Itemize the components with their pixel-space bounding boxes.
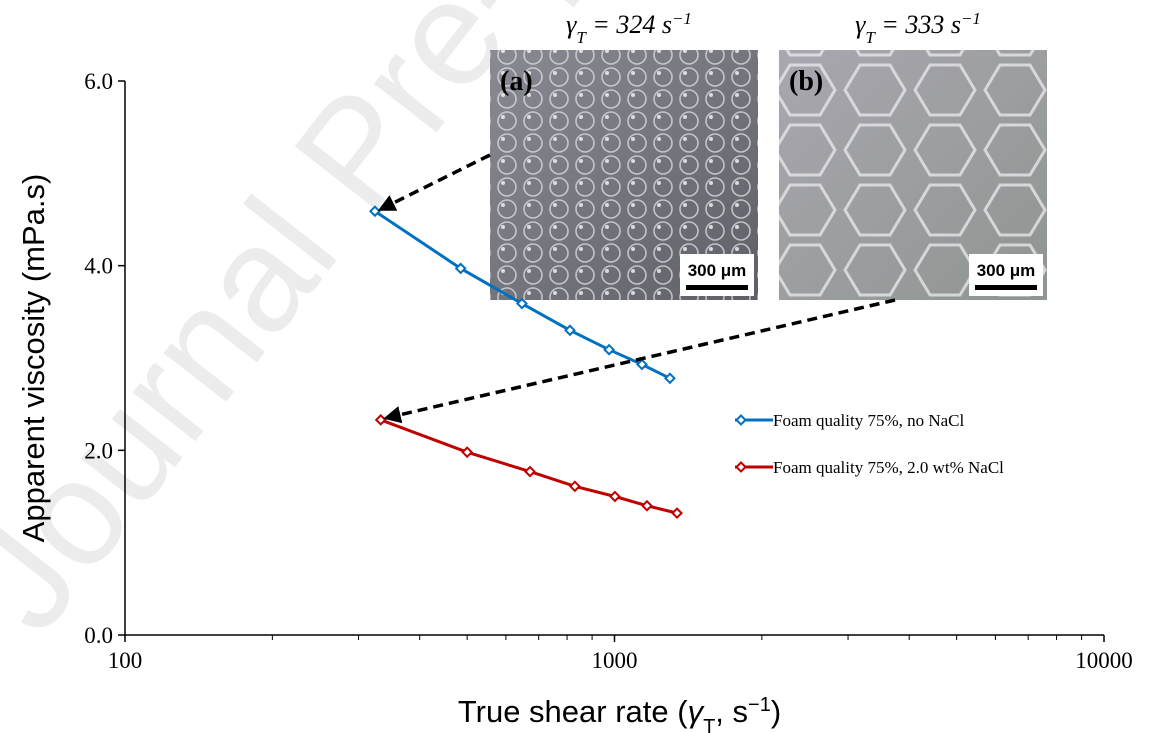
- x-axis-title-part: ): [771, 694, 781, 729]
- inset-title: γT = 333 s−1: [855, 9, 981, 47]
- legend-marker: [737, 463, 746, 472]
- data-point: [642, 501, 651, 510]
- data-point: [463, 448, 472, 457]
- y-tick-label: 6.0: [84, 69, 113, 94]
- x-axis-title-part: γ: [688, 694, 705, 729]
- x-axis-title-part: , s: [715, 694, 748, 729]
- inset-label: (b): [789, 66, 823, 97]
- x-axis-title-part: T: [703, 716, 715, 733]
- arrow: [387, 300, 895, 418]
- legend-marker: [737, 416, 746, 425]
- inset-title-part: −1: [961, 9, 981, 28]
- scale-bar-label: 300 μm: [688, 261, 747, 280]
- data-point: [673, 509, 682, 518]
- inset-title-part: s: [662, 10, 672, 39]
- series-line: [381, 420, 677, 513]
- inset-title-part: −1: [672, 9, 692, 28]
- scale-bar: [686, 285, 748, 290]
- inset-title-part: = 333: [875, 10, 951, 39]
- y-tick-label: 4.0: [84, 254, 113, 279]
- x-tick-label: 100: [108, 648, 143, 673]
- inset-title-part: = 324: [586, 10, 662, 39]
- inset-label: (a): [500, 66, 533, 97]
- inset-title: γT = 324 s−1: [566, 9, 692, 47]
- legend-label: Foam quality 75%, 2.0 wt% NaCl: [773, 458, 1004, 477]
- scale-bar-label: 300 μm: [977, 261, 1036, 280]
- x-axis-title-part: −1: [748, 694, 771, 716]
- data-point: [570, 482, 579, 491]
- data-point: [610, 492, 619, 501]
- x-axis-title-part: True shear rate (: [458, 694, 688, 729]
- y-axis-title: Apparent viscosity (mPa.s): [16, 174, 51, 543]
- scale-bar: [975, 285, 1037, 290]
- data-point: [376, 415, 385, 424]
- x-axis-title: True shear rate (γT, s−1): [458, 694, 781, 733]
- data-point: [525, 467, 534, 476]
- x-tick-label: 1000: [592, 648, 638, 673]
- y-tick-label: 2.0: [84, 438, 113, 463]
- x-tick-label: 10000: [1075, 648, 1133, 673]
- insets: (a) γT = 324 s−1 300 μm (b) γT = 333 s−1 300 …: [490, 9, 1047, 301]
- y-tick-label: 0.0: [84, 623, 113, 648]
- inset-title-part: s: [951, 10, 961, 39]
- chart: Journal Pre-proof 0.02.04.06.01001000100…: [0, 0, 1150, 733]
- legend-label: Foam quality 75%, no NaCl: [773, 411, 965, 430]
